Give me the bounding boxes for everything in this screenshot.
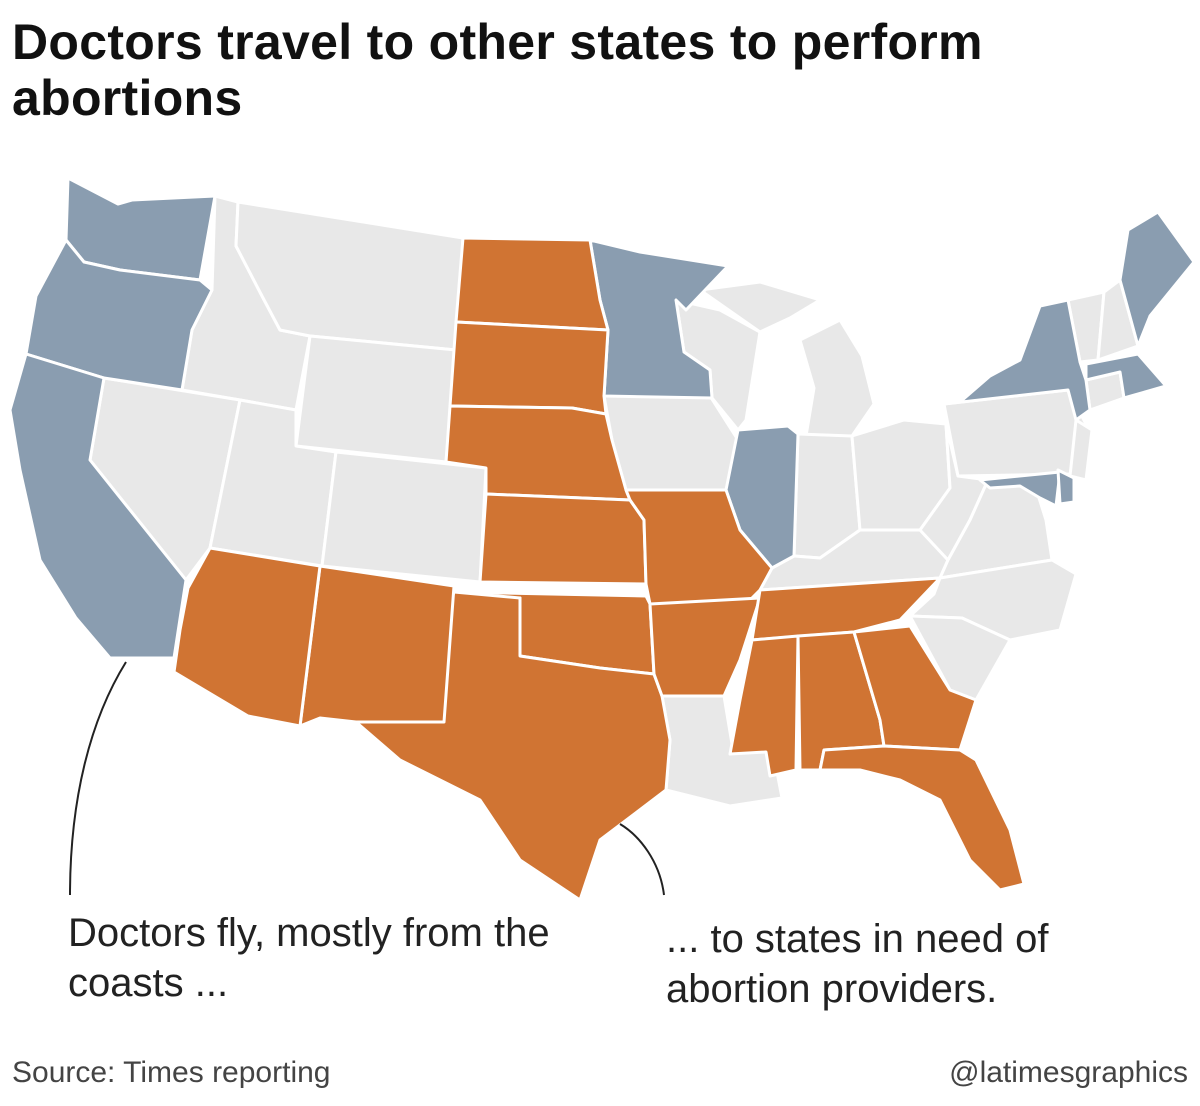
us-states-map [8, 176, 1196, 902]
state-maine [1118, 210, 1196, 348]
state-massachusetts [1084, 352, 1168, 400]
state-iowa [602, 394, 740, 492]
callout-line-left [69, 661, 127, 896]
byline-credit: @latimesgraphics [949, 1056, 1188, 1089]
state-new-york [942, 298, 1092, 422]
source-credit: Source: Times reporting [12, 1056, 331, 1089]
state-florida [818, 744, 1026, 892]
state-new-mexico [298, 564, 456, 728]
map-title: Doctors travel to other states to perfor… [12, 14, 983, 126]
state-delaware [1056, 468, 1076, 506]
state-south-dakota [448, 320, 610, 416]
other-states [88, 194, 1140, 808]
state-california [8, 352, 188, 660]
callout-line-right [619, 823, 665, 896]
state-oregon [24, 238, 214, 392]
origin-states [8, 176, 1196, 660]
state-michigan [698, 280, 876, 438]
state-tennessee [750, 576, 942, 642]
destination-states [172, 236, 1026, 902]
state-north-dakota [454, 236, 610, 332]
callout-left: Doctors fly, mostly from the coasts ... [68, 911, 550, 1005]
state-colorado [320, 450, 488, 584]
state-arizona [172, 546, 322, 728]
state-wyoming [294, 334, 458, 464]
callout-right: ... to states in need of abortion provid… [666, 917, 1049, 1011]
state-kansas [478, 492, 648, 586]
state-georgia [852, 624, 978, 752]
state-new-jersey [1068, 418, 1094, 482]
